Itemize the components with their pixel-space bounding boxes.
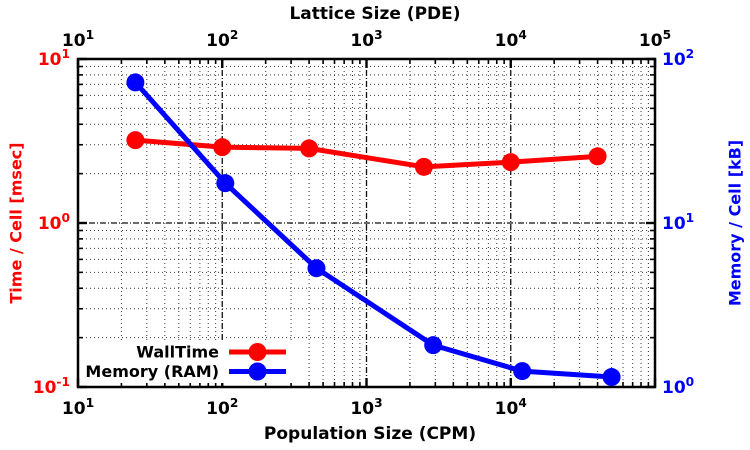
tick-marks — [76, 57, 657, 389]
series-line — [132, 137, 601, 170]
legend-label: Memory (RAM) — [85, 362, 219, 381]
data-point-marker — [213, 138, 232, 157]
bottom-axis-tick-label: 103 — [350, 396, 382, 419]
data-point-marker — [424, 336, 443, 355]
data-point-marker — [307, 259, 326, 278]
data-point-marker — [513, 362, 532, 381]
right-axis-tick-label: 100 — [662, 375, 694, 398]
top-axis-tick-label: 105 — [639, 28, 671, 51]
bottom-axis-tick-label: 101 — [62, 396, 94, 419]
left-axis-tick-label: 10-1 — [33, 375, 70, 398]
series-line — [132, 79, 615, 380]
series-memory-ram- — [126, 73, 621, 387]
series-walltime — [126, 131, 607, 176]
right-axis-tick-label: 101 — [662, 211, 694, 234]
bottom-axis-tick-label: 104 — [495, 396, 527, 419]
legend-marker — [248, 362, 267, 381]
right-axis-title: Memory / Cell [kB] — [725, 139, 745, 307]
data-point-marker — [602, 368, 621, 387]
data-point-marker — [216, 174, 235, 193]
top-axis-tick-label: 103 — [350, 28, 382, 51]
legend-label: WallTime — [136, 343, 219, 362]
bottom-axis-tick-label: 102 — [206, 396, 238, 419]
data-point-marker — [588, 147, 607, 166]
top-axis-title: Lattice Size (PDE) — [289, 4, 461, 24]
right-axis-tick-label: 102 — [662, 47, 694, 70]
bottom-axis-title: Population Size (CPM) — [263, 424, 477, 444]
legend-marker — [248, 343, 267, 361]
grid-major — [78, 59, 655, 387]
left-axis-tick-label: 101 — [38, 47, 70, 70]
data-point-marker — [126, 73, 145, 92]
data-point-marker — [414, 157, 433, 176]
left-axis-title: Time / Cell [msec] — [6, 142, 26, 304]
data-point-marker — [501, 153, 520, 172]
data-point-marker — [126, 131, 145, 150]
top-axis-tick-label: 104 — [495, 28, 527, 51]
left-axis-tick-label: 100 — [38, 211, 70, 234]
top-axis-tick-label: 102 — [206, 28, 238, 51]
data-point-marker — [300, 139, 319, 158]
